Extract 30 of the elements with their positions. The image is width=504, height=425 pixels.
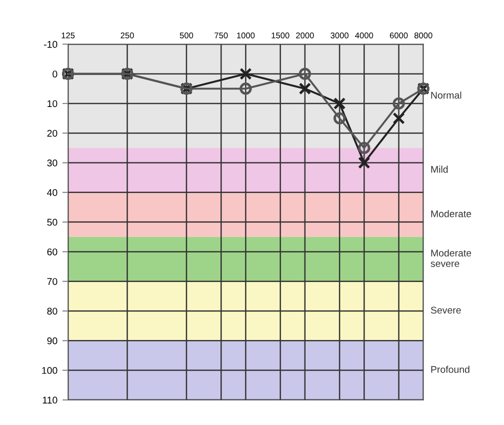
x-tick-label: 3000: [330, 32, 349, 38]
x-tick-label: 250: [120, 32, 134, 38]
x-tick-label: 8000: [414, 32, 432, 38]
y-tick-label: 60: [47, 248, 58, 256]
x-tick-label: 1000: [237, 32, 255, 38]
band-label: Severe: [430, 306, 461, 314]
y-tick-label: 70: [47, 278, 58, 285]
y-tick-label: 80: [47, 308, 58, 315]
y-tick-label: 0: [52, 70, 58, 78]
y-tick-label: -10: [44, 40, 58, 48]
x-tick-label: 1500: [272, 32, 290, 38]
y-tick-label: 50: [47, 218, 58, 226]
y-tick-label: 110: [42, 396, 58, 404]
y-tick-label: 90: [47, 337, 58, 344]
x-tick-label: 2000: [296, 32, 314, 38]
x-tick-label: 125: [62, 32, 75, 38]
y-tick-label: 20: [47, 130, 58, 137]
x-tick-label: 6000: [390, 32, 408, 38]
band-label: Mild: [431, 166, 448, 173]
band-label: Normal: [431, 92, 462, 99]
y-tick-label: 40: [47, 189, 58, 196]
x-tick-label: 4000: [355, 32, 374, 38]
band-label: Moderate: [431, 210, 472, 218]
y-tick-label: 30: [47, 160, 58, 166]
band-label: Moderate severe: [430, 249, 472, 267]
band-label: Profound: [431, 366, 470, 373]
x-tick-label: 500: [180, 32, 194, 38]
y-tick-label: 100: [42, 367, 58, 374]
x-tick-label: 750: [214, 32, 228, 38]
y-tick-label: 10: [48, 100, 58, 108]
